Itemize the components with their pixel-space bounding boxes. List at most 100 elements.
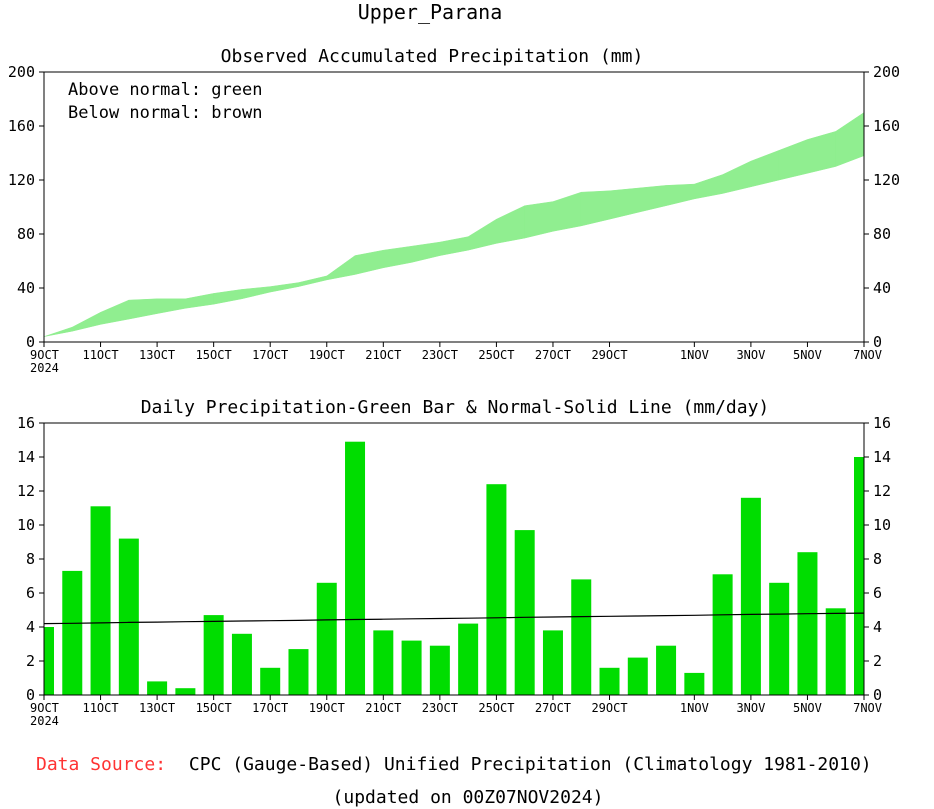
x-tick-label: 3NOV — [736, 348, 765, 362]
x-tick-label: 13OCT — [139, 348, 175, 362]
x-tick-label: 11OCT — [82, 348, 118, 362]
y-tick-label-right: 0 — [873, 686, 882, 704]
x-tick-label: 27OCT — [535, 701, 571, 715]
y-tick-label-right: 14 — [873, 448, 891, 466]
x-tick-label: 27OCT — [535, 348, 571, 362]
x-tick-label: 7NOV — [853, 701, 882, 715]
above-normal-band — [326, 255, 356, 281]
x-tick-label: 19OCT — [309, 348, 345, 362]
y-tick-label-left: 120 — [8, 171, 35, 189]
x-tick-label: 17OCT — [252, 348, 288, 362]
daily-precip-bar — [769, 582, 790, 695]
above-normal-band — [298, 275, 328, 287]
daily-precip-bar — [175, 688, 196, 695]
y-tick-label-left: 200 — [8, 63, 35, 81]
y-tick-label-left: 14 — [17, 448, 35, 466]
above-normal-band — [580, 190, 610, 227]
above-normal-band — [72, 311, 101, 332]
x-tick-label: 21OCT — [365, 701, 401, 715]
y-tick-label-right: 16 — [873, 414, 891, 432]
daily-precip-bar — [571, 579, 592, 695]
normal-line — [43, 612, 865, 625]
figure-title: Upper_Parana — [358, 0, 503, 24]
daily-precip-bar — [656, 645, 677, 695]
daily-precip-bar — [147, 681, 168, 695]
daily-precip-bar — [599, 667, 620, 695]
daily-precip-bar — [797, 552, 818, 695]
above-normal-band — [552, 191, 582, 232]
above-normal-band — [609, 187, 639, 220]
y-tick-label-left: 0 — [26, 686, 35, 704]
daily-precip-bar — [740, 497, 761, 695]
y-tick-label-right: 6 — [873, 584, 882, 602]
daily-precip-bar — [345, 441, 366, 695]
x-tick-label: 11OCT — [82, 701, 118, 715]
y-tick-label-right: 8 — [873, 550, 882, 568]
above-normal-band — [694, 174, 723, 200]
x-tick-label: 29OCT — [591, 348, 627, 362]
x-tick-label: 15OCT — [196, 348, 232, 362]
daily-precip-bar — [90, 506, 111, 695]
y-tick-label-right: 0 — [873, 333, 882, 351]
daily-precip-bar — [825, 608, 846, 695]
daily-precip-bar — [458, 623, 479, 695]
daily-precip-bar — [712, 574, 733, 695]
x-tick-label: 23OCT — [422, 348, 458, 362]
x-tick-label: 1NOV — [680, 348, 709, 362]
daily-precip-bar — [854, 457, 864, 695]
above-normal-band — [496, 205, 525, 244]
x-tick-label: 23OCT — [422, 701, 458, 715]
y-tick-label-right: 2 — [873, 652, 882, 670]
daily-precip-bar — [373, 630, 394, 695]
y-tick-label-right: 12 — [873, 482, 891, 500]
y-tick-label-left: 12 — [17, 482, 35, 500]
above-normal-band — [383, 245, 412, 269]
y-tick-label-left: 2 — [26, 652, 35, 670]
daily-panel: Daily Precipitation-Green Bar & Normal-S… — [17, 397, 891, 728]
daily-precip-bar — [288, 649, 309, 695]
x-tick-label: 15OCT — [196, 701, 232, 715]
above-normal-band — [156, 298, 186, 314]
above-normal-band — [665, 183, 695, 207]
legend-below-note: Below normal: brown — [68, 103, 262, 123]
above-normal-band — [100, 299, 130, 325]
accumulated-title: Observed Accumulated Precipitation (mm) — [221, 46, 644, 67]
above-normal-band — [778, 139, 808, 181]
x-tick-label: 17OCT — [252, 701, 288, 715]
data-source-label: Data Source: — [36, 754, 166, 775]
y-tick-label-left: 10 — [17, 516, 35, 534]
y-tick-label-left: 40 — [17, 279, 35, 297]
above-normal-band — [524, 201, 554, 239]
x-tick-label: 21OCT — [365, 348, 401, 362]
above-normal-band — [637, 185, 667, 213]
y-tick-label-left: 4 — [26, 618, 35, 636]
above-normal-band — [722, 160, 752, 194]
updated-note: (updated on 00Z07NOV2024) — [333, 787, 604, 808]
above-normal-band — [269, 282, 299, 293]
above-normal-band — [354, 249, 384, 275]
daily-precip-bar — [514, 530, 535, 695]
y-tick-label-right: 120 — [873, 171, 900, 189]
daily-precip-bar — [684, 672, 705, 695]
y-tick-label-right: 160 — [873, 117, 900, 135]
daily-precip-bar — [260, 667, 281, 695]
daily-precip-bar — [316, 582, 337, 695]
x-tick-year-label: 2024 — [30, 714, 59, 728]
legend-above-note: Above normal: green — [68, 80, 262, 100]
y-tick-label-left: 80 — [17, 225, 35, 243]
x-tick-label: 9OCT — [30, 701, 59, 715]
daily-precip-bar — [542, 630, 563, 695]
above-normal-band — [750, 149, 780, 188]
daily-precip-bar — [62, 570, 83, 695]
above-normal-band — [439, 236, 469, 256]
above-normal-band — [807, 131, 836, 174]
above-normal-band — [128, 298, 158, 320]
above-normal-band — [467, 218, 497, 251]
accumulated-panel: Observed Accumulated Precipitation (mm) … — [8, 46, 900, 375]
x-tick-label: 25OCT — [478, 701, 514, 715]
y-tick-label-left: 8 — [26, 550, 35, 568]
x-tick-label: 13OCT — [139, 701, 175, 715]
y-tick-label-right: 200 — [873, 63, 900, 81]
plot-frame — [43, 71, 865, 343]
